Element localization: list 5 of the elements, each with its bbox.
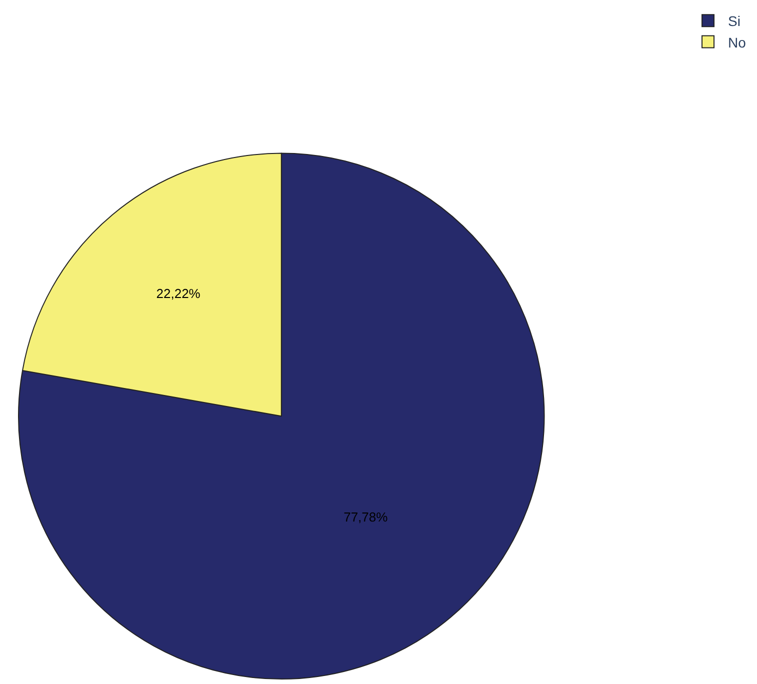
legend-label: No bbox=[728, 34, 746, 50]
legend-label: Si bbox=[728, 13, 740, 30]
data-label: 77,78% bbox=[344, 509, 388, 524]
pie-slice bbox=[18, 152, 545, 680]
data-label: 22,22% bbox=[156, 286, 201, 302]
